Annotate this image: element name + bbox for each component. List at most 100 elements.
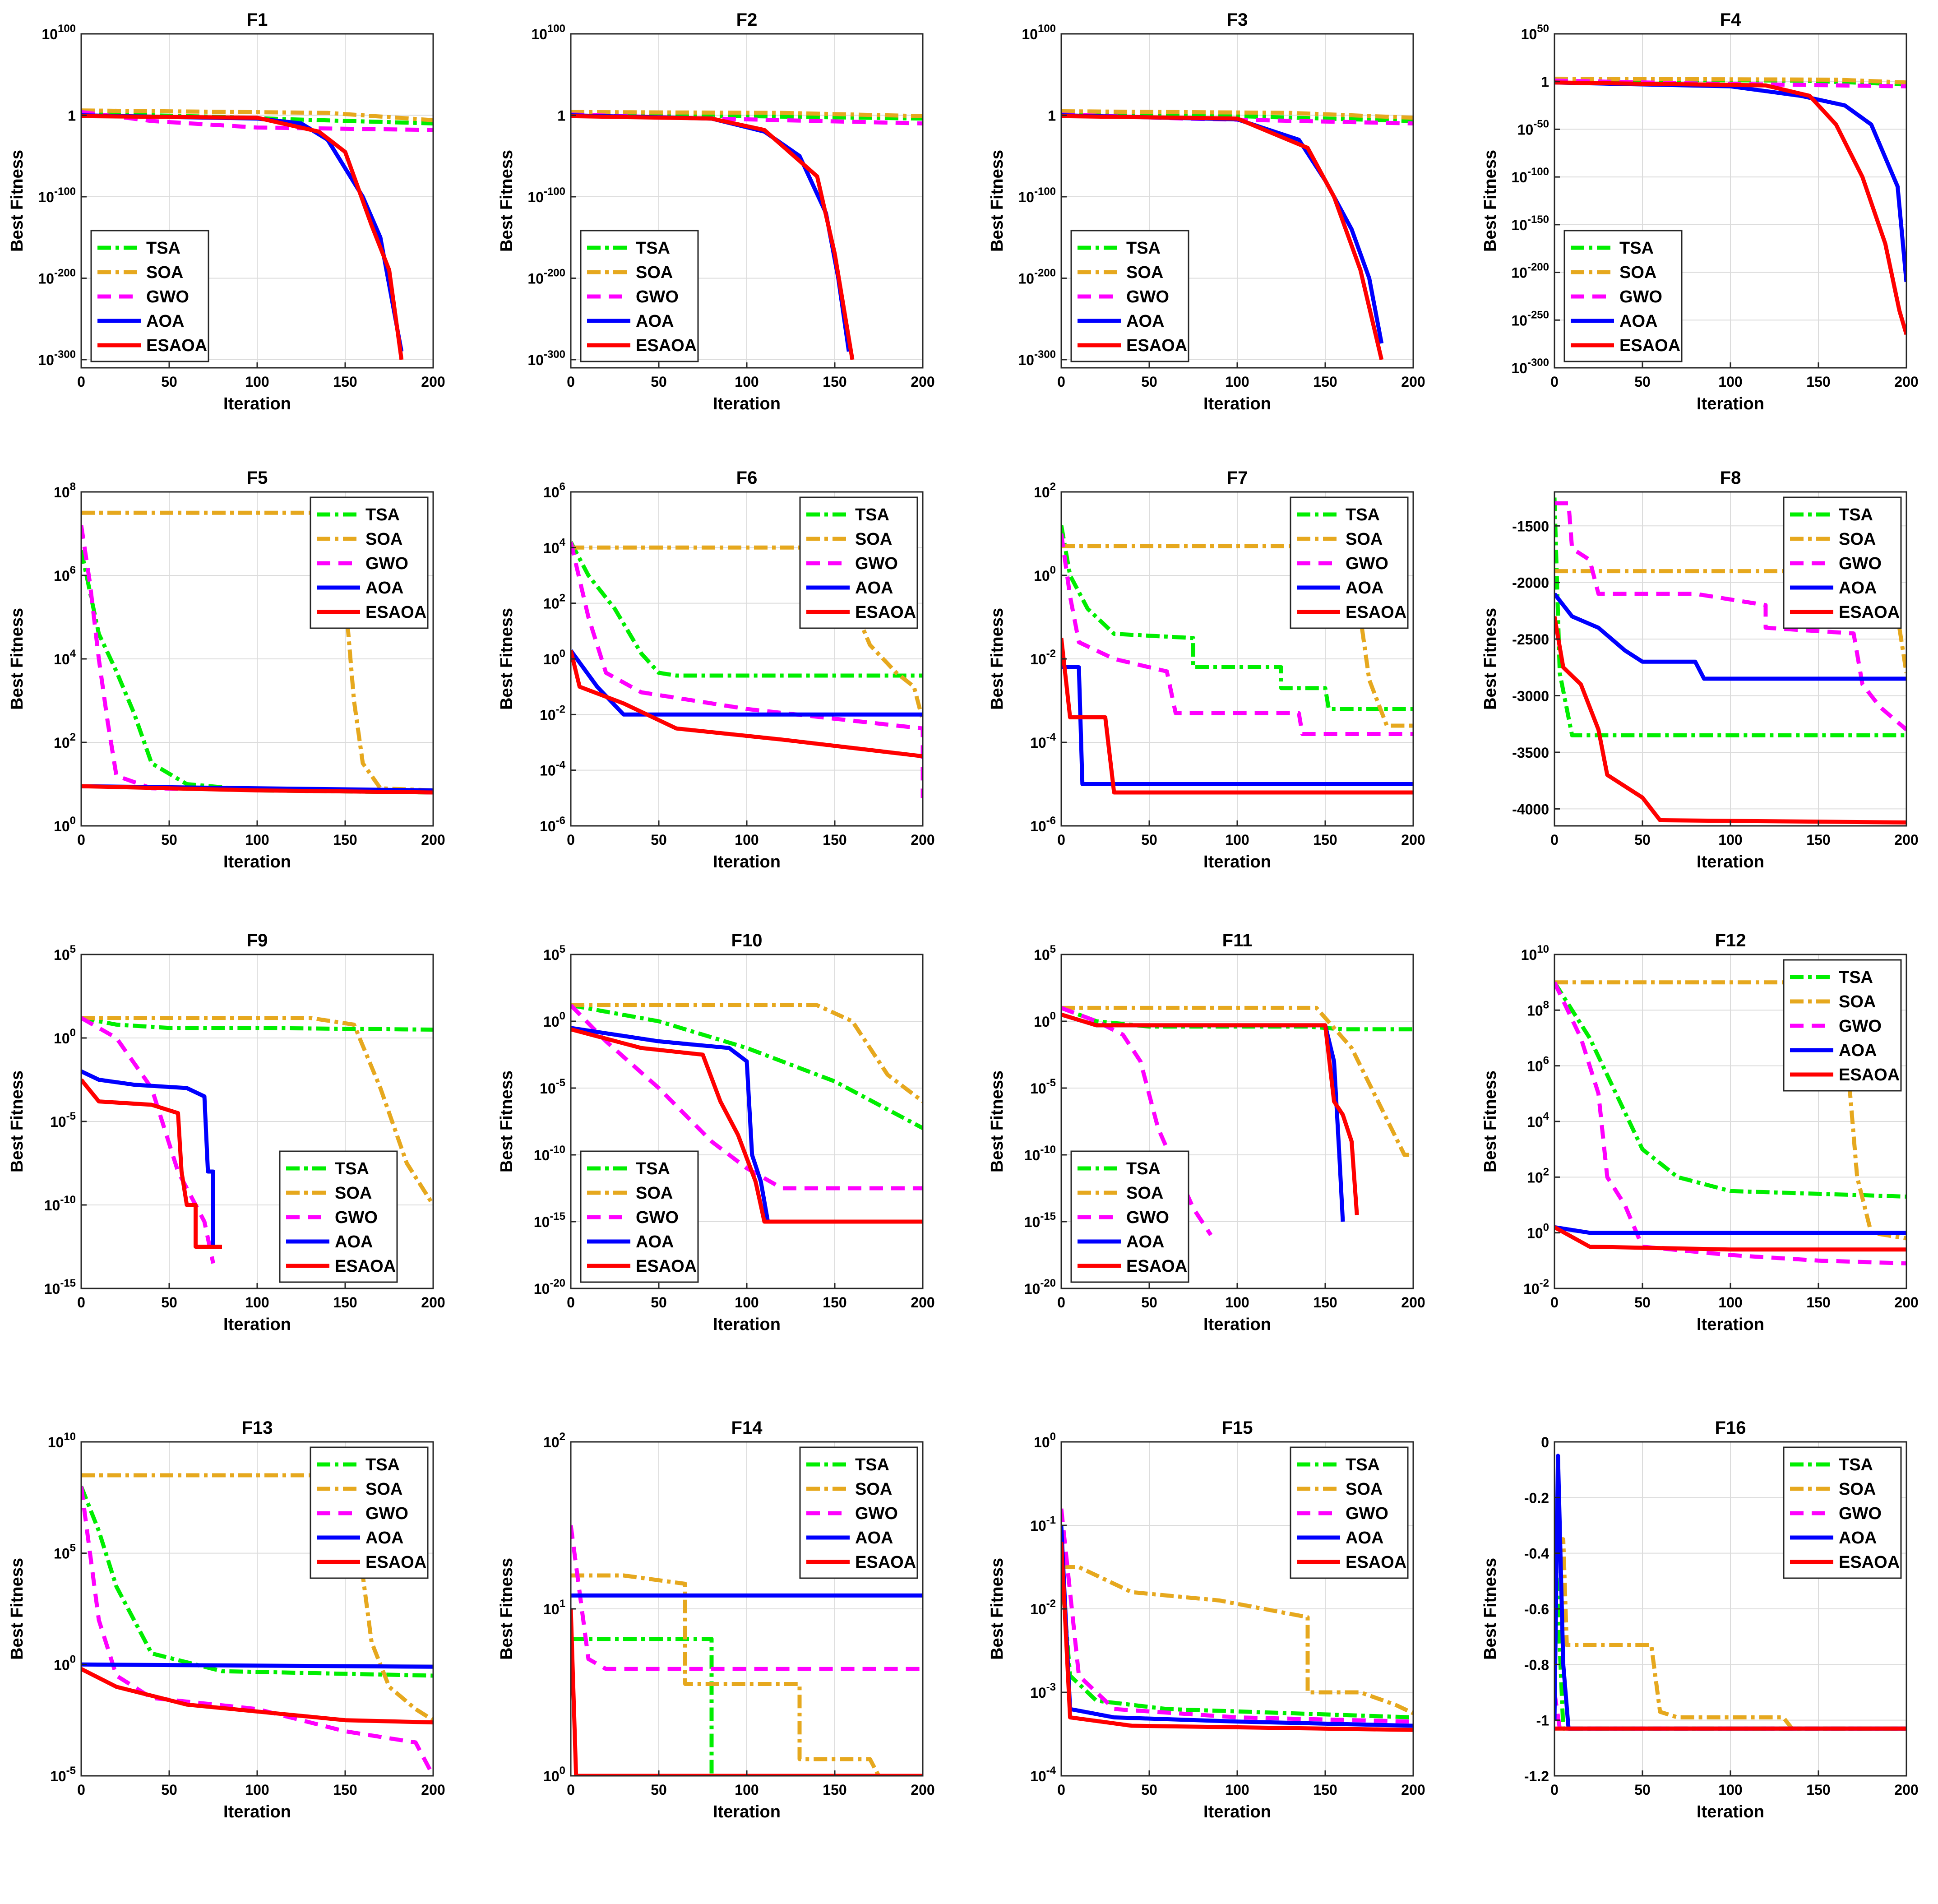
y-tick-label: 10-250: [1511, 309, 1549, 329]
legend: TSA SOA GWO AOA ESAOA: [1070, 1150, 1189, 1283]
panel-title: F14: [731, 1418, 763, 1438]
legend-label-gwo: GWO: [1346, 554, 1388, 573]
x-tick-label: 150: [823, 1782, 846, 1798]
panel-f5: 0 50 100 150 200 108 106 104 102 100 F5 Iteration Be…: [8, 468, 445, 871]
legend-label-aoa: AOA: [1839, 1529, 1877, 1547]
y-axis-label: Best Fitness: [988, 1070, 1007, 1172]
panel-f12: 0 50 100 150 200 1010 108 106 104 102 100 10-2 F12 It…: [1481, 931, 1919, 1334]
y-tick-label: 108: [54, 481, 76, 500]
x-axis-label: Iteration: [1203, 852, 1271, 871]
y-tick-label: -2500: [1512, 631, 1549, 648]
panel-f7: 0 50 100 150 200 102 100 10-2 10-4 10-6 F7 Iteratio…: [988, 468, 1425, 871]
x-tick-label: 100: [735, 1294, 759, 1311]
x-tick-label: 0: [1550, 374, 1559, 390]
series-group: [81, 108, 433, 360]
x-tick-label: 200: [1894, 374, 1918, 390]
series-line-soa: [571, 1573, 923, 1776]
legend-label-soa: SOA: [1126, 263, 1163, 282]
series-line-tsa: [571, 541, 923, 678]
y-axis-label: Best Fitness: [497, 1070, 516, 1172]
x-tick-label: 200: [421, 1782, 445, 1798]
series-line-soa: [81, 1016, 433, 1206]
legend-label-gwo: GWO: [1619, 287, 1662, 306]
series-line-gwo: [571, 1525, 923, 1671]
x-tick-label: 150: [1313, 1782, 1337, 1798]
legend-label-gwo: GWO: [365, 1504, 408, 1523]
legend-label-aoa: AOA: [365, 579, 403, 598]
y-tick-label: -4000: [1512, 801, 1549, 817]
y-tick-label: 10-15: [44, 1277, 76, 1297]
y-tick-label: 10-1: [1030, 1514, 1056, 1534]
legend: TSA SOA GWO AOA ESAOA: [1290, 1446, 1409, 1579]
y-tick-label: -0.4: [1524, 1546, 1549, 1562]
panel-f14: 0 50 100 150 200 102 101 100 F14 Iteration Best Fi…: [497, 1418, 935, 1821]
legend-label-soa: SOA: [1839, 1480, 1876, 1499]
legend-label-aoa: AOA: [146, 312, 184, 331]
y-axis-label: Best Fitness: [1481, 608, 1500, 710]
series-line-gwo: [1061, 1508, 1413, 1724]
x-tick-label: 0: [1057, 1294, 1065, 1311]
legend-label-gwo: GWO: [636, 287, 679, 306]
x-tick-label: 200: [1401, 1782, 1425, 1798]
y-tick-label: 1: [1541, 74, 1549, 90]
series-line-tsa: [1554, 497, 1906, 737]
panel-f8: 0 50 100 150 200 -1500 -2000 -2500 -3000 -3500 -40…: [1481, 468, 1919, 871]
y-tick-label: 10-3: [1030, 1681, 1056, 1701]
series-line-soa: [1554, 1537, 1906, 1731]
legend-label-esaoa: ESAOA: [1126, 1257, 1187, 1276]
x-tick-label: 150: [1806, 832, 1830, 848]
legend-label-esaoa: ESAOA: [636, 1257, 697, 1276]
legend-label-tsa: TSA: [365, 1455, 400, 1474]
x-tick-label: 200: [1401, 374, 1425, 390]
x-tick-label: 200: [1894, 1294, 1918, 1311]
series-line-soa: [81, 108, 433, 122]
x-tick-label: 0: [1057, 374, 1065, 390]
x-tick-label: 200: [911, 832, 934, 848]
x-tick-label: 100: [1225, 832, 1249, 848]
y-tick-label: 100: [54, 1027, 76, 1047]
y-axis-label: Best Fitness: [497, 1558, 516, 1660]
series-line-aoa: [1061, 665, 1413, 786]
series-group: [81, 1016, 433, 1264]
y-axis-label: Best Fitness: [8, 1070, 27, 1172]
y-axis-label: Best Fitness: [497, 150, 516, 252]
legend-label-soa: SOA: [636, 1184, 673, 1203]
panel-f10: 0 50 100 150 200 105 100 10-5 10-10 10-15 10-20 F10…: [497, 931, 935, 1334]
legend-label-gwo: GWO: [146, 287, 189, 306]
x-tick-label: 100: [1718, 1294, 1742, 1311]
x-tick-label: 200: [911, 1294, 934, 1311]
legend-label-aoa: AOA: [1619, 312, 1657, 331]
x-tick-label: 50: [161, 832, 177, 848]
legend-label-soa: SOA: [1346, 530, 1383, 549]
series-group: [1061, 525, 1413, 795]
y-tick-label: 10-300: [38, 348, 76, 368]
y-tick-label: 104: [543, 536, 566, 556]
legend: TSA SOA GWO AOA ESAOA: [1783, 1446, 1902, 1579]
x-tick-label: 150: [333, 1294, 357, 1311]
y-tick-label: 10-4: [1030, 1765, 1056, 1784]
panel-title: F1: [247, 10, 268, 30]
y-tick-label: 100: [543, 1010, 565, 1030]
series-line-esaoa: [1554, 80, 1906, 335]
panel-title: F12: [1715, 931, 1746, 950]
x-axis-label: Iteration: [1203, 394, 1271, 413]
series-line-soa: [1061, 544, 1413, 728]
legend-label-soa: SOA: [335, 1184, 372, 1203]
legend-label-aoa: AOA: [1839, 579, 1877, 598]
x-tick-label: 200: [1401, 1294, 1425, 1311]
y-axis-label: Best Fitness: [8, 150, 27, 252]
x-tick-label: 0: [567, 374, 575, 390]
y-tick-label: 102: [1034, 481, 1056, 500]
x-axis-label: Iteration: [223, 1315, 291, 1334]
legend-label-esaoa: ESAOA: [1839, 603, 1900, 622]
y-axis-label: Best Fitness: [8, 608, 27, 710]
x-tick-label: 100: [735, 374, 759, 390]
panel-title: F4: [1720, 10, 1741, 30]
x-tick-label: 50: [161, 1782, 177, 1798]
legend-label-aoa: AOA: [636, 312, 674, 331]
x-axis-label: Iteration: [223, 1802, 291, 1821]
y-tick-label: 10-5: [50, 1110, 76, 1130]
panel-f6: 0 50 100 150 200 106 104 102 100 10-2 10-4 10-6 F6 It…: [497, 468, 935, 871]
x-tick-label: 100: [245, 374, 269, 390]
legend-label-tsa: TSA: [1839, 1455, 1873, 1474]
